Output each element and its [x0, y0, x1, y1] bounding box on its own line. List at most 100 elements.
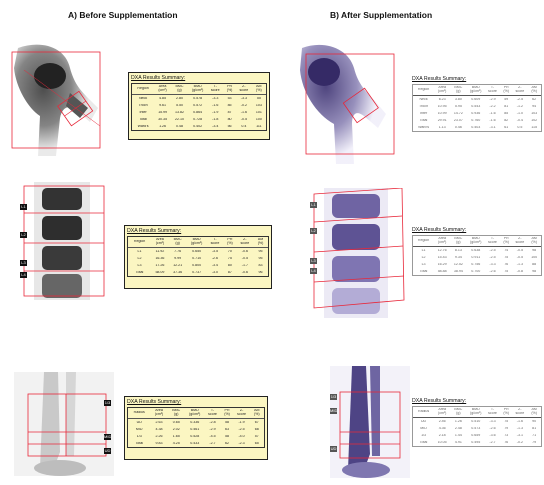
value-cell: 11.92 — [155, 249, 165, 253]
value-cell: -2.8 — [209, 420, 216, 424]
value-cell: 1.26 — [159, 124, 167, 128]
region-cell: UD — [136, 420, 142, 424]
value-cell: 17.26 — [155, 263, 165, 267]
value-cell: 1.65 — [172, 434, 180, 438]
value-cell: -1.6 — [516, 419, 523, 423]
value-cell: 0.46 — [454, 125, 462, 129]
value-cell: -2.2 — [489, 104, 496, 108]
value-cell: -2.9 — [489, 97, 496, 101]
header-cell: PR (%) — [224, 409, 230, 416]
value-cell: 87 — [227, 270, 232, 274]
value-cell: 96 — [258, 270, 263, 274]
value-cell: 0.461 — [190, 427, 200, 431]
value-cell: 75 — [504, 419, 509, 423]
value-cell: 0.650 — [192, 249, 202, 253]
table-row: UD 2.46 1.26 0.510 -3.3 75 -1.6 90 — [413, 418, 541, 425]
value-cell: 101 — [255, 110, 262, 114]
value-cell: -1.3 — [516, 262, 523, 266]
value-cell: 15.99 — [158, 110, 168, 114]
value-cell: 0.659 — [471, 433, 481, 437]
table-row: Neck 6.23 3.80 0.609 -2.9 59 -2.5 62 — [413, 96, 541, 103]
table-row: L1 12.76 8.13 0.638 -2.5 74 -0.5 98 — [413, 247, 541, 254]
value-cell: -1.6 — [240, 110, 247, 114]
value-cell: 2.80 — [175, 96, 183, 100]
region-cell: Troch — [138, 103, 148, 107]
value-cell: -0.6 — [241, 249, 248, 253]
value-cell: -0.2 — [240, 103, 247, 107]
table-row: Inter 10.99 14.72 0.936 -1.6 85 -1.0 103 — [413, 110, 541, 117]
header-cell: Region — [417, 239, 430, 243]
value-cell: 9.83 — [155, 441, 163, 445]
value-cell: 95 — [258, 249, 263, 253]
value-cell: 0.737 — [192, 270, 202, 274]
value-cell: -3.3 — [212, 96, 219, 100]
value-cell: -2.5 — [489, 248, 496, 252]
value-cell: 38.94 — [453, 269, 463, 273]
value-cell: 12.52 — [453, 262, 463, 266]
spine-scan-after-image — [313, 188, 405, 318]
value-cell: 16.29 — [437, 262, 447, 266]
value-cell: 22.10 — [174, 117, 184, 121]
region-cell: L3 — [137, 263, 142, 267]
region-cell: Neck — [138, 96, 148, 100]
value-cell: 15.43 — [437, 255, 447, 259]
dxa-panel-forearm-before: DXA Results Summary: Radius Area (cm²) BMC… — [124, 396, 268, 460]
value-cell: 0.936 — [471, 111, 481, 115]
table-row: L3 17.26 12.21 0.800 -3.4 80 -1.7 83 — [128, 262, 268, 269]
value-cell: 0.65 — [172, 420, 180, 424]
value-cell: 102 — [531, 118, 538, 122]
value-cell: 5.50 — [175, 103, 183, 107]
value-cell: 12.21 — [173, 263, 183, 267]
value-cell: 0.543 — [471, 104, 481, 108]
region-cell: Total — [419, 269, 428, 273]
header-cell: BMD (g/cm²) — [190, 238, 203, 245]
header-cell: T- score — [488, 237, 497, 244]
value-cell: 73 — [504, 433, 509, 437]
value-cell: 65 — [254, 441, 259, 445]
dxa-panel-spine-before: DXA Results Summary: Region Area (cm²) BMC… — [124, 225, 272, 289]
table-row: Troch 10.95 5.95 0.543 -2.2 81 -1.2 94 — [413, 103, 541, 110]
value-cell: 76 — [504, 262, 509, 266]
value-cell: 58.88 — [437, 269, 447, 273]
value-cell: 58.09 — [155, 270, 165, 274]
spine-scan-before: L1 L2 L3 L4 — [14, 182, 106, 300]
header-cell: BMD (g/cm²) — [191, 85, 204, 92]
value-cell: 0.728 — [193, 117, 203, 121]
value-cell: 0.573 — [471, 426, 481, 430]
table-header: Region Area (cm²) BMC (g) BMD (g/cm²) T- sco… — [132, 84, 266, 95]
table-row: Total 58.88 38.94 0.700 -2.6 75 -0.8 98 — [413, 268, 541, 275]
value-cell: 0.700 — [471, 269, 481, 273]
header-cell: PR (%) — [503, 237, 509, 244]
value-cell: 87 — [227, 110, 232, 114]
header-cell: Area (cm²) — [155, 238, 165, 245]
dxa-table: Region Area (cm²) BMC (g) BMD (g/cm²) T- sco… — [412, 84, 542, 132]
table-row: UD 2.63 0.65 0.336 -2.8 58 -1.9 67 — [128, 419, 264, 426]
header-cell: BMC (g) — [175, 85, 184, 92]
dxa-panel-hip-after: DXA Results Summary: Region Area (cm²) BMC… — [410, 74, 544, 138]
value-cell: 71 — [532, 433, 537, 437]
value-cell: 68 — [254, 427, 259, 431]
value-cell: -1.3 — [516, 426, 523, 430]
value-cell: -2.6 — [211, 256, 219, 260]
roi-label-l4: L4 — [310, 268, 317, 274]
table-header: Region Area (cm²) BMC (g) BMD (g/cm²) T- sco… — [413, 85, 541, 96]
panel-title: DXA Results Summary: — [131, 75, 186, 81]
value-cell: 111 — [256, 124, 262, 128]
value-cell: 100 — [531, 255, 538, 259]
header-cell: T- score — [208, 409, 217, 416]
value-cell: 56 — [227, 124, 232, 128]
value-cell: 0.402 — [193, 124, 203, 128]
header-cell: Z- score — [240, 238, 250, 245]
table-header: Region Area (cm²) BMC (g) BMD (g/cm²) T- sco… — [413, 236, 541, 247]
header-cell: Area (cm²) — [158, 85, 167, 92]
value-cell: 79 — [504, 426, 509, 430]
value-cell: 57 — [254, 434, 259, 438]
header-cell: BMC (g) — [454, 237, 463, 244]
header-cell: BMC (g) — [454, 86, 463, 93]
value-cell: 30.35 — [158, 117, 168, 121]
value-cell: 2.18 — [438, 433, 446, 437]
value-cell: -0.5 — [516, 255, 523, 259]
before-column-title: A) Before Supplementation — [68, 10, 178, 20]
value-cell: 2.26 — [155, 434, 163, 438]
value-cell: 4.36 — [438, 426, 446, 430]
